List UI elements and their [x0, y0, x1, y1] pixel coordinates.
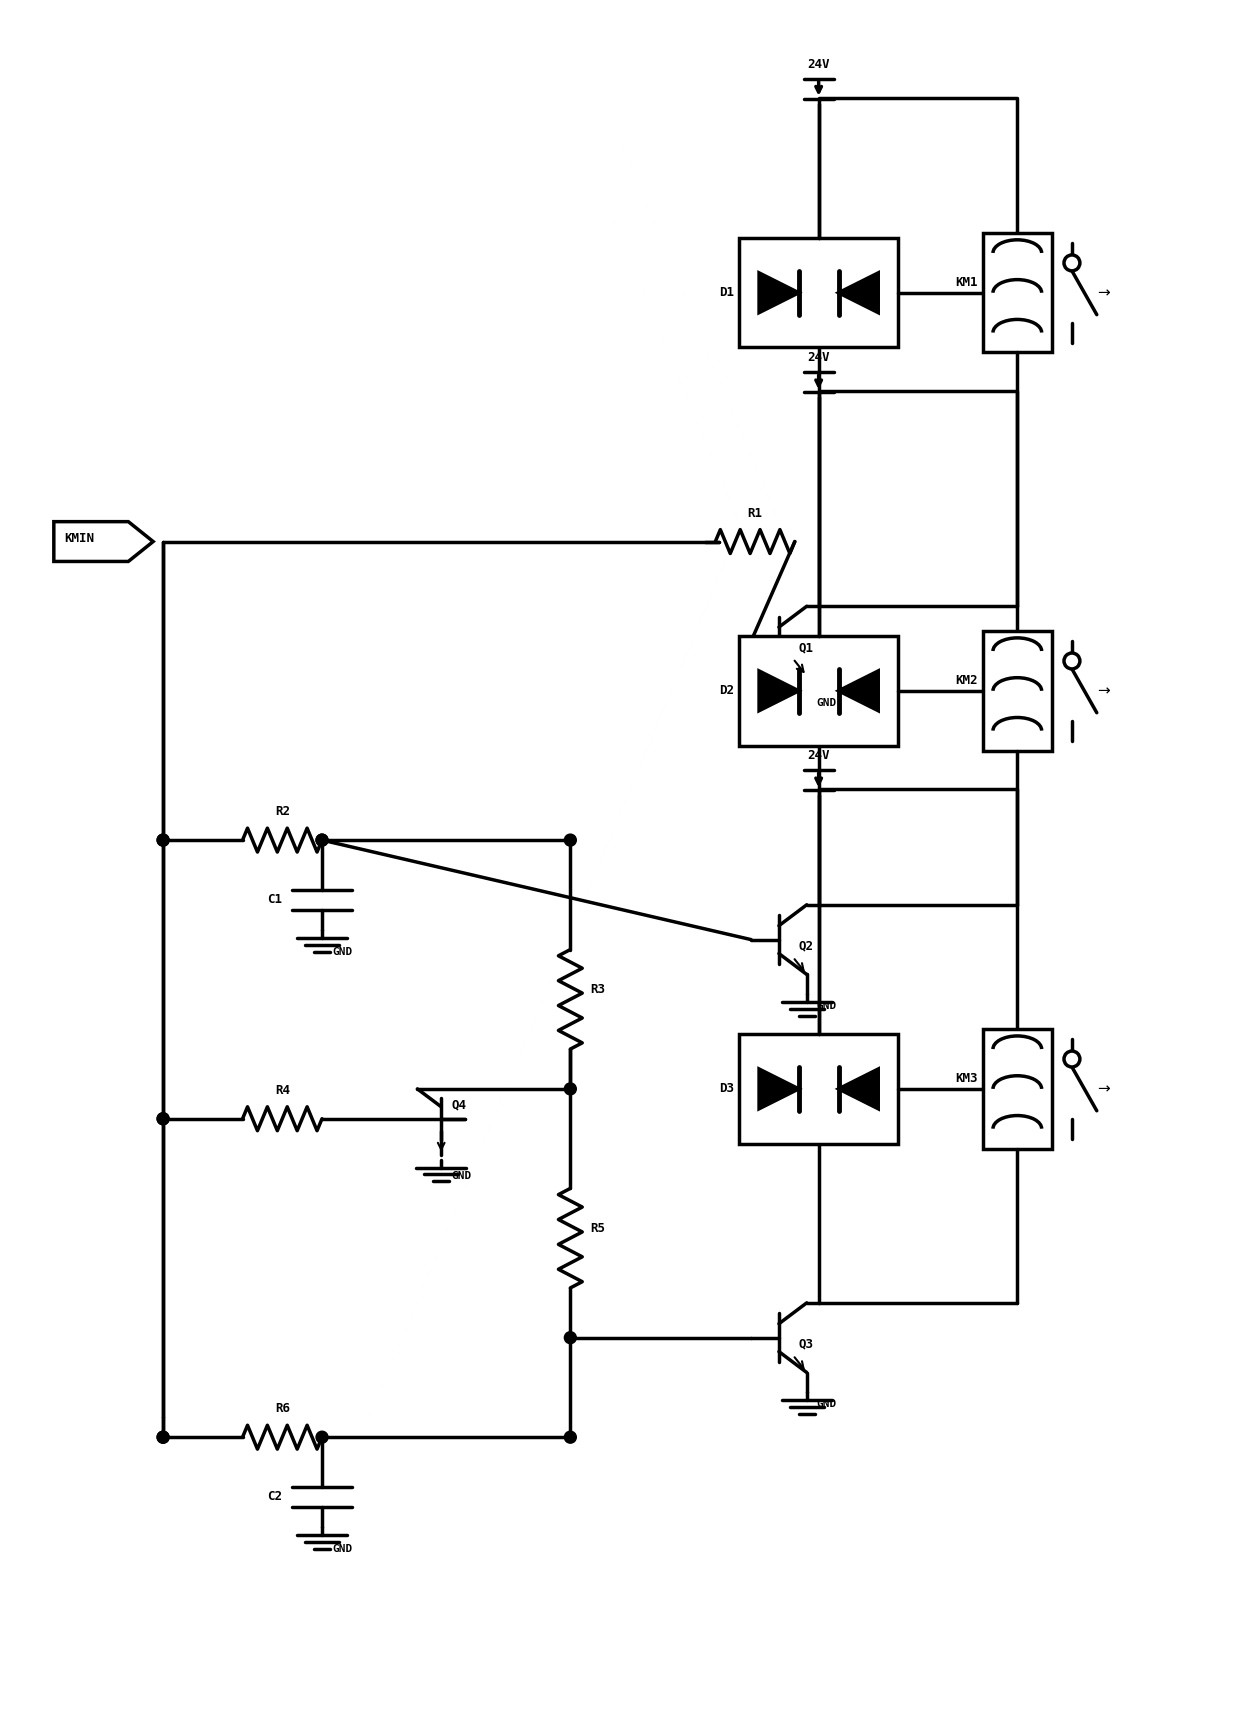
- Text: 24V: 24V: [807, 351, 830, 365]
- Circle shape: [564, 1431, 577, 1443]
- Circle shape: [564, 1084, 577, 1096]
- Text: GND: GND: [817, 1400, 837, 1409]
- Polygon shape: [759, 1070, 799, 1109]
- Text: →: →: [1096, 1082, 1110, 1096]
- Text: C2: C2: [268, 1491, 283, 1503]
- Text: R6: R6: [275, 1402, 290, 1416]
- Circle shape: [157, 1431, 169, 1443]
- Bar: [739, 237, 898, 347]
- Text: Q3: Q3: [799, 1338, 813, 1350]
- Circle shape: [157, 834, 169, 846]
- Text: KM1: KM1: [955, 277, 977, 289]
- Text: GND: GND: [817, 698, 837, 707]
- Polygon shape: [759, 671, 799, 710]
- Text: GND: GND: [332, 946, 352, 956]
- Text: →: →: [1096, 286, 1110, 301]
- Text: D3: D3: [719, 1082, 734, 1096]
- Text: R3: R3: [590, 982, 605, 996]
- Text: Q1: Q1: [799, 642, 813, 654]
- Text: 24V: 24V: [807, 750, 830, 762]
- Circle shape: [157, 1431, 169, 1443]
- Polygon shape: [838, 671, 878, 710]
- Text: R1: R1: [748, 507, 763, 519]
- Bar: [982, 1029, 1052, 1149]
- Circle shape: [157, 1113, 169, 1125]
- Circle shape: [157, 1113, 169, 1125]
- Polygon shape: [759, 273, 799, 313]
- Circle shape: [1064, 654, 1080, 669]
- Circle shape: [564, 1331, 577, 1343]
- Text: →: →: [1096, 683, 1110, 698]
- Text: KM2: KM2: [955, 674, 977, 688]
- Circle shape: [316, 834, 327, 846]
- Bar: [739, 1034, 898, 1144]
- Bar: [982, 631, 1052, 750]
- Text: Q4: Q4: [451, 1099, 466, 1111]
- Polygon shape: [53, 521, 154, 561]
- Text: GND: GND: [451, 1171, 471, 1182]
- Circle shape: [316, 834, 327, 846]
- Circle shape: [316, 1431, 327, 1443]
- Bar: [982, 232, 1052, 353]
- Text: GND: GND: [817, 1001, 837, 1011]
- Text: R2: R2: [275, 805, 290, 819]
- Text: KM3: KM3: [955, 1073, 977, 1085]
- Text: D2: D2: [719, 685, 734, 697]
- Polygon shape: [838, 1070, 878, 1109]
- Text: C1: C1: [268, 893, 283, 906]
- Circle shape: [1064, 1051, 1080, 1066]
- Text: 24V: 24V: [807, 58, 830, 71]
- Circle shape: [564, 834, 577, 846]
- Text: R4: R4: [275, 1084, 290, 1097]
- Text: D1: D1: [719, 286, 734, 299]
- Circle shape: [157, 834, 169, 846]
- Bar: [739, 636, 898, 745]
- Polygon shape: [838, 273, 878, 313]
- Circle shape: [1064, 255, 1080, 270]
- Text: Q2: Q2: [799, 939, 813, 953]
- Text: GND: GND: [332, 1543, 352, 1553]
- Text: KMIN: KMIN: [63, 531, 94, 545]
- Text: R5: R5: [590, 1221, 605, 1235]
